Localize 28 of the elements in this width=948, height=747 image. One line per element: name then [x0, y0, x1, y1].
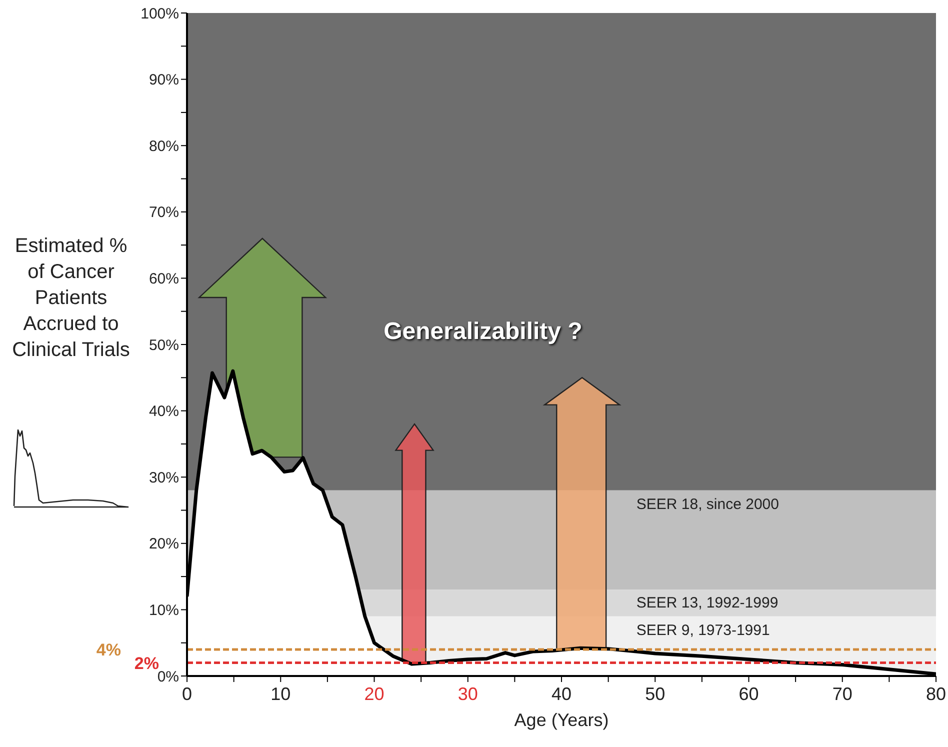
y-tick-label: 0% [157, 668, 179, 686]
y-tick-label: 10% [148, 602, 179, 620]
y-axis-title: Estimated % of Cancer Patients Accrued to Clinical Trials [11, 234, 131, 363]
y-tick-label: 60% [148, 270, 179, 288]
x-tick-label: 80 [926, 684, 946, 704]
y-tick-label: 50% [148, 336, 179, 354]
band-label: SEER 9, 1973-1991 [636, 622, 770, 639]
x-axis-title: Age (Years) [514, 710, 609, 730]
y-tick-label: 90% [148, 72, 179, 89]
x-tick-label: 70 [832, 684, 852, 704]
x-tick-label: 10 [270, 684, 291, 704]
y-tick-label: 40% [148, 403, 179, 420]
y-tick-label: 100% [140, 5, 179, 22]
x-tick-label: 50 [645, 684, 666, 704]
x-tick-label: 60 [738, 684, 759, 704]
x-tick-label: 30 [458, 684, 478, 704]
y-tick-label: 30% [148, 469, 179, 486]
band-label: SEER 18, since 2000 [636, 496, 779, 513]
ref-line-label: 4% [96, 640, 121, 660]
y-tick-label: 20% [148, 536, 179, 553]
x-tick-label: 40 [551, 684, 572, 704]
band-label: SEER 13, 1992-1999 [636, 594, 778, 612]
y-tick-label: 70% [148, 204, 179, 222]
x-tick-label: 20 [364, 684, 384, 704]
y-tick-label: 80% [148, 138, 179, 155]
x-tick-label: 0 [182, 684, 192, 704]
annotation: Generalizability ? [384, 318, 582, 346]
ref-line-label: 2% [134, 654, 159, 673]
